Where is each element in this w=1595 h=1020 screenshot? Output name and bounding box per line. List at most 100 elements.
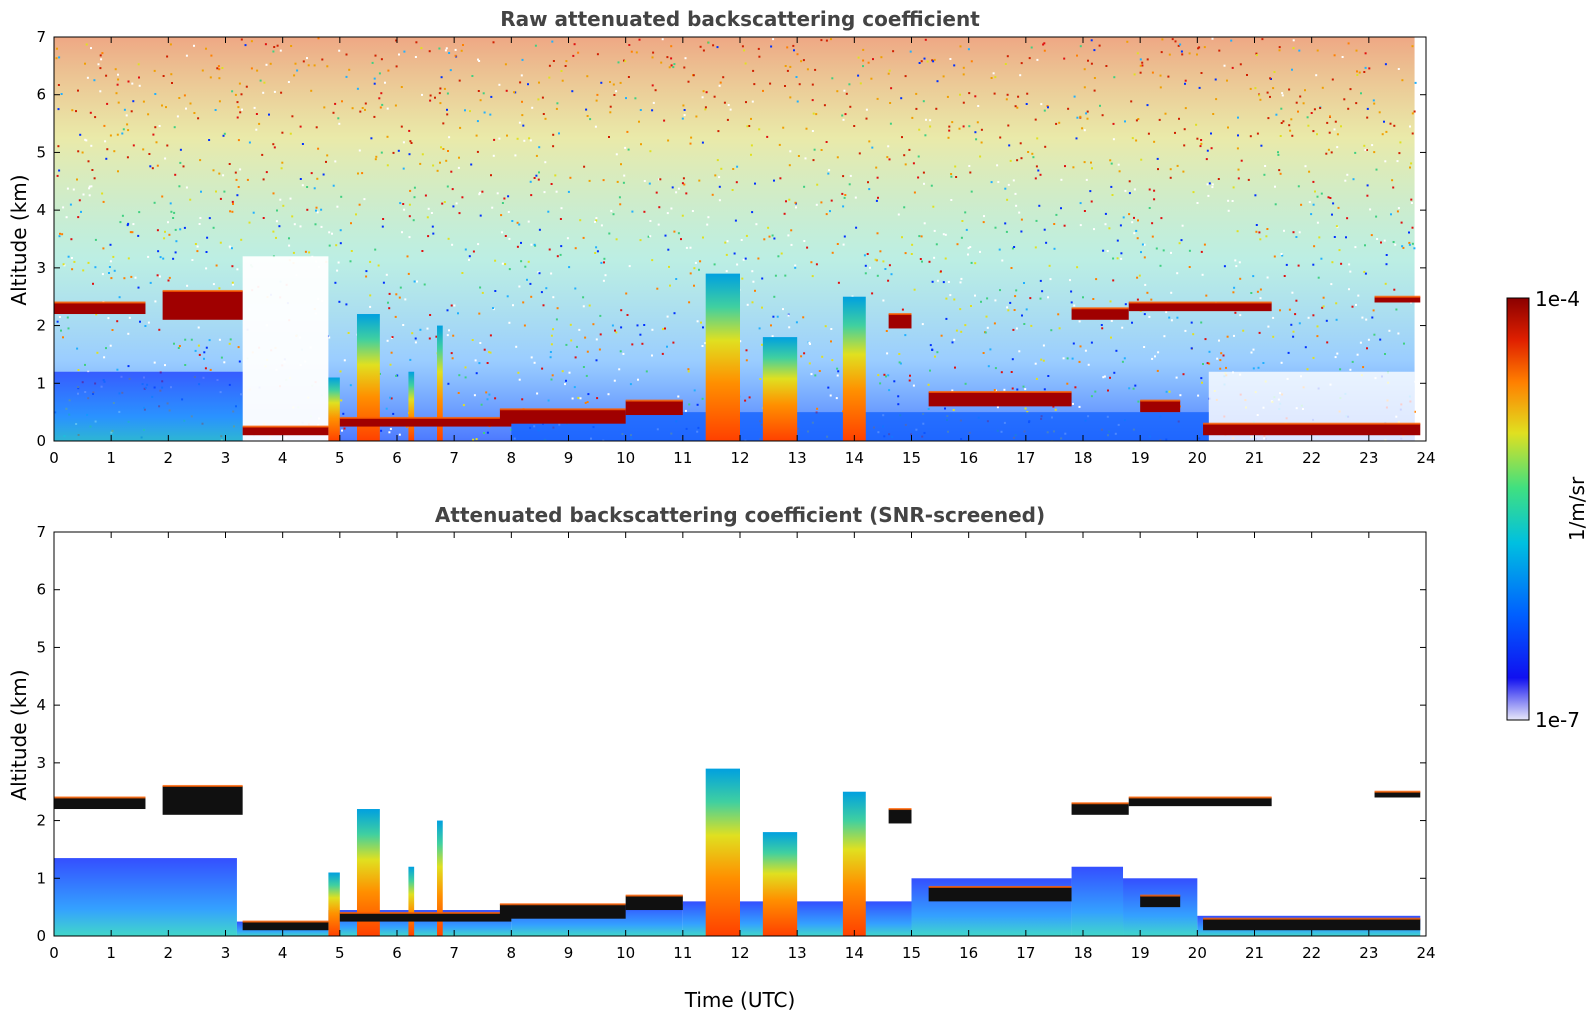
speckle	[820, 149, 823, 151]
speckle	[884, 268, 887, 270]
speckle	[91, 169, 94, 171]
speckle	[773, 237, 776, 240]
cloud-edge	[1203, 422, 1421, 425]
speckle	[157, 250, 160, 253]
x-tick-label: 24	[1416, 944, 1435, 962]
speckle	[1274, 185, 1276, 188]
speckle	[1237, 168, 1240, 171]
speckle	[229, 210, 232, 213]
speckle	[1179, 43, 1182, 46]
speckle	[458, 374, 461, 377]
speckle	[1158, 118, 1161, 121]
speckle	[645, 370, 648, 373]
speckle	[203, 357, 205, 360]
speckle	[481, 291, 484, 294]
speckle	[400, 86, 403, 88]
speckle	[996, 406, 999, 409]
cloud-layer	[339, 417, 512, 427]
speckle	[1317, 276, 1320, 279]
speckle	[228, 163, 231, 165]
speckle	[596, 53, 599, 56]
speckle	[877, 374, 880, 377]
speckle	[660, 61, 663, 64]
speckle	[751, 301, 754, 304]
speckle	[719, 81, 722, 84]
colorbar-gradient	[1506, 297, 1530, 721]
speckle	[1298, 231, 1301, 234]
speckle	[345, 303, 348, 306]
speckle	[930, 184, 933, 187]
speckle	[583, 165, 586, 168]
speckle	[622, 181, 625, 184]
speckle	[429, 99, 432, 102]
speckle	[758, 327, 761, 330]
speckle	[1239, 63, 1242, 66]
speckle	[1373, 151, 1376, 154]
speckle	[230, 247, 233, 250]
speckle	[1308, 170, 1311, 173]
speckle	[405, 425, 408, 428]
speckle	[924, 134, 927, 137]
speckle	[1216, 357, 1219, 360]
speckle	[1026, 411, 1029, 414]
speckle	[153, 69, 156, 72]
speckle	[444, 49, 447, 52]
speckle	[1346, 173, 1349, 176]
speckle	[288, 244, 291, 247]
speckle	[618, 196, 621, 199]
speckle	[1062, 357, 1065, 360]
speckle	[740, 239, 743, 241]
speckle	[820, 201, 823, 204]
y-tick-label: 6	[36, 581, 46, 599]
speckle	[1175, 376, 1178, 379]
speckle	[1316, 325, 1319, 328]
speckle	[812, 159, 815, 162]
speckle	[734, 219, 737, 222]
speckle	[602, 179, 605, 182]
speckle	[712, 44, 715, 47]
speckle	[866, 253, 869, 255]
speckle	[1236, 230, 1239, 233]
speckle	[1122, 216, 1125, 219]
cloud-edge	[1128, 796, 1272, 799]
speckle	[240, 93, 243, 96]
speckle	[795, 321, 798, 324]
speckle	[663, 119, 666, 122]
speckle	[67, 327, 70, 330]
speckle	[127, 257, 130, 260]
cloud-layer	[1203, 918, 1421, 931]
speckle	[935, 243, 938, 246]
speckle	[398, 433, 401, 436]
speckle	[178, 345, 181, 347]
x-tick-label: 17	[1016, 449, 1035, 467]
speckle	[262, 217, 265, 219]
speckle	[1090, 62, 1093, 65]
speckle	[127, 365, 130, 368]
speckle	[205, 251, 208, 253]
speckle	[294, 62, 297, 65]
speckle	[1177, 44, 1180, 47]
speckle	[531, 106, 534, 109]
speckle	[666, 56, 669, 59]
speckle	[199, 159, 202, 162]
speckle	[112, 255, 115, 258]
speckle	[1290, 323, 1293, 326]
speckle	[661, 352, 664, 355]
speckle	[1156, 157, 1159, 160]
speckle	[1174, 40, 1177, 43]
speckle	[863, 254, 866, 257]
speckle	[652, 101, 655, 104]
speckle	[1157, 351, 1160, 354]
speckle	[690, 136, 693, 139]
speckle	[1304, 165, 1307, 168]
speckle	[537, 178, 540, 181]
speckle	[380, 429, 383, 432]
speckle	[237, 139, 240, 142]
speckle	[58, 316, 61, 318]
speckle	[932, 60, 935, 63]
speckle	[521, 114, 524, 117]
panel-title: Raw attenuated backscattering coefficien…	[500, 7, 980, 31]
speckle	[78, 199, 81, 202]
x-tick-label: 13	[788, 449, 807, 467]
speckle	[1013, 309, 1016, 311]
